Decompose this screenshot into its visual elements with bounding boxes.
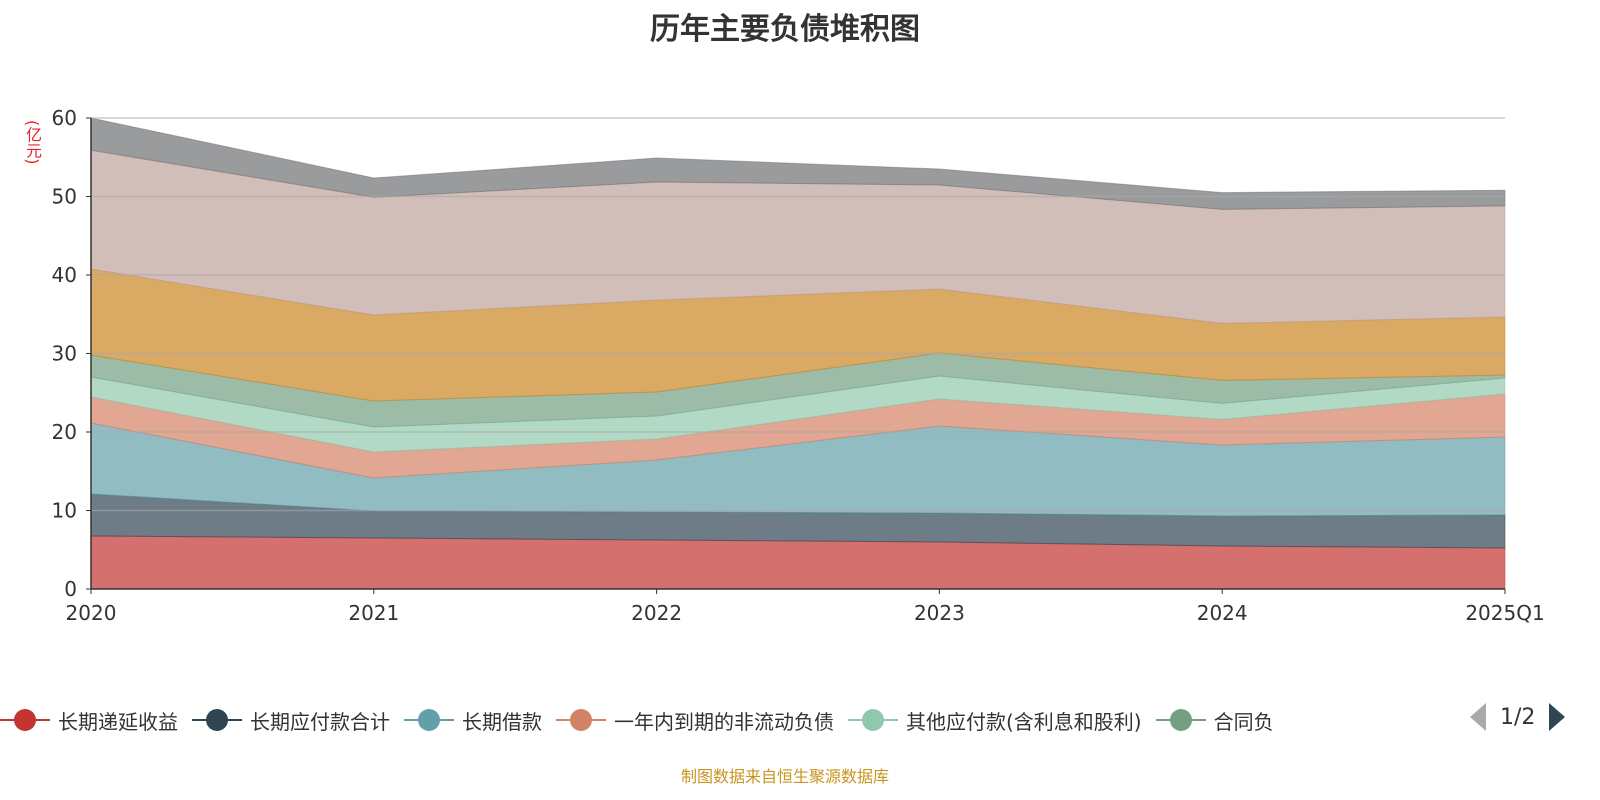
y-tick-label: 50 <box>52 185 77 209</box>
legend-prev-arrow-icon[interactable] <box>1470 703 1486 731</box>
x-tick-label: 2021 <box>348 601 399 625</box>
legend-next-arrow-icon[interactable] <box>1549 703 1566 731</box>
legend-marker-icon <box>192 708 242 732</box>
legend-label: 长期应付款合计 <box>250 709 390 734</box>
legend-item[interactable]: 一年内到期的非流动负债 <box>556 700 834 740</box>
y-tick-label: 20 <box>52 420 77 444</box>
legend-marker-icon <box>0 708 50 732</box>
area-series-8 <box>90 117 1506 210</box>
data-source-note: 制图数据来自恒生聚源数据库 <box>680 767 889 786</box>
y-tick-label: 0 <box>64 577 77 601</box>
y-tick-label: 30 <box>52 342 77 366</box>
x-tick-label: 2025Q1 <box>1465 601 1544 625</box>
x-tick-label: 2024 <box>1197 601 1248 625</box>
legend-marker-icon <box>556 708 606 732</box>
legend-item[interactable]: 其他应付款(含利息和股利) <box>848 700 1142 740</box>
y-tick-label: 40 <box>52 263 77 287</box>
legend-item[interactable]: 长期借款 <box>404 700 542 740</box>
y-axis-unit: (亿元) <box>23 120 42 165</box>
y-tick-label: 60 <box>52 106 77 130</box>
legend-label: 长期递延收益 <box>58 709 178 734</box>
legend-label: 其他应付款(含利息和股利) <box>906 709 1142 734</box>
legend-label: 合同负 <box>1213 709 1274 734</box>
chart-title: 历年主要负债堆积图 <box>650 12 920 47</box>
y-tick-label: 10 <box>52 499 77 523</box>
legend-item[interactable]: 长期应付款合计 <box>192 700 390 740</box>
legend-marker-icon <box>404 708 454 732</box>
legend-marker-icon <box>1155 708 1206 732</box>
x-tick-label: 2020 <box>66 601 117 625</box>
legend-item[interactable]: 长期递延收益 <box>0 700 178 740</box>
stacked-area-chart: 0 10 20 30 40 50 60 2020 2021 2022 2023 2024 2025Q1 <box>52 106 1545 625</box>
x-tick-label: 2022 <box>631 601 682 625</box>
legend-label: 长期借款 <box>462 709 542 734</box>
legend-item[interactable]: 合同负 <box>1155 700 1274 740</box>
x-tick-label: 2023 <box>914 601 965 625</box>
legend-page-indicator: 1/2 <box>1500 704 1536 730</box>
legend-pager: 1/2 <box>1470 703 1566 731</box>
legend: 长期递延收益 长期应付款合计 长期借款 一年内到期的非流动负债 其他应付款(含利息和股利… <box>0 700 1468 740</box>
legend-label: 一年内到期的非流动负债 <box>614 709 834 734</box>
legend-marker-icon <box>848 708 898 732</box>
